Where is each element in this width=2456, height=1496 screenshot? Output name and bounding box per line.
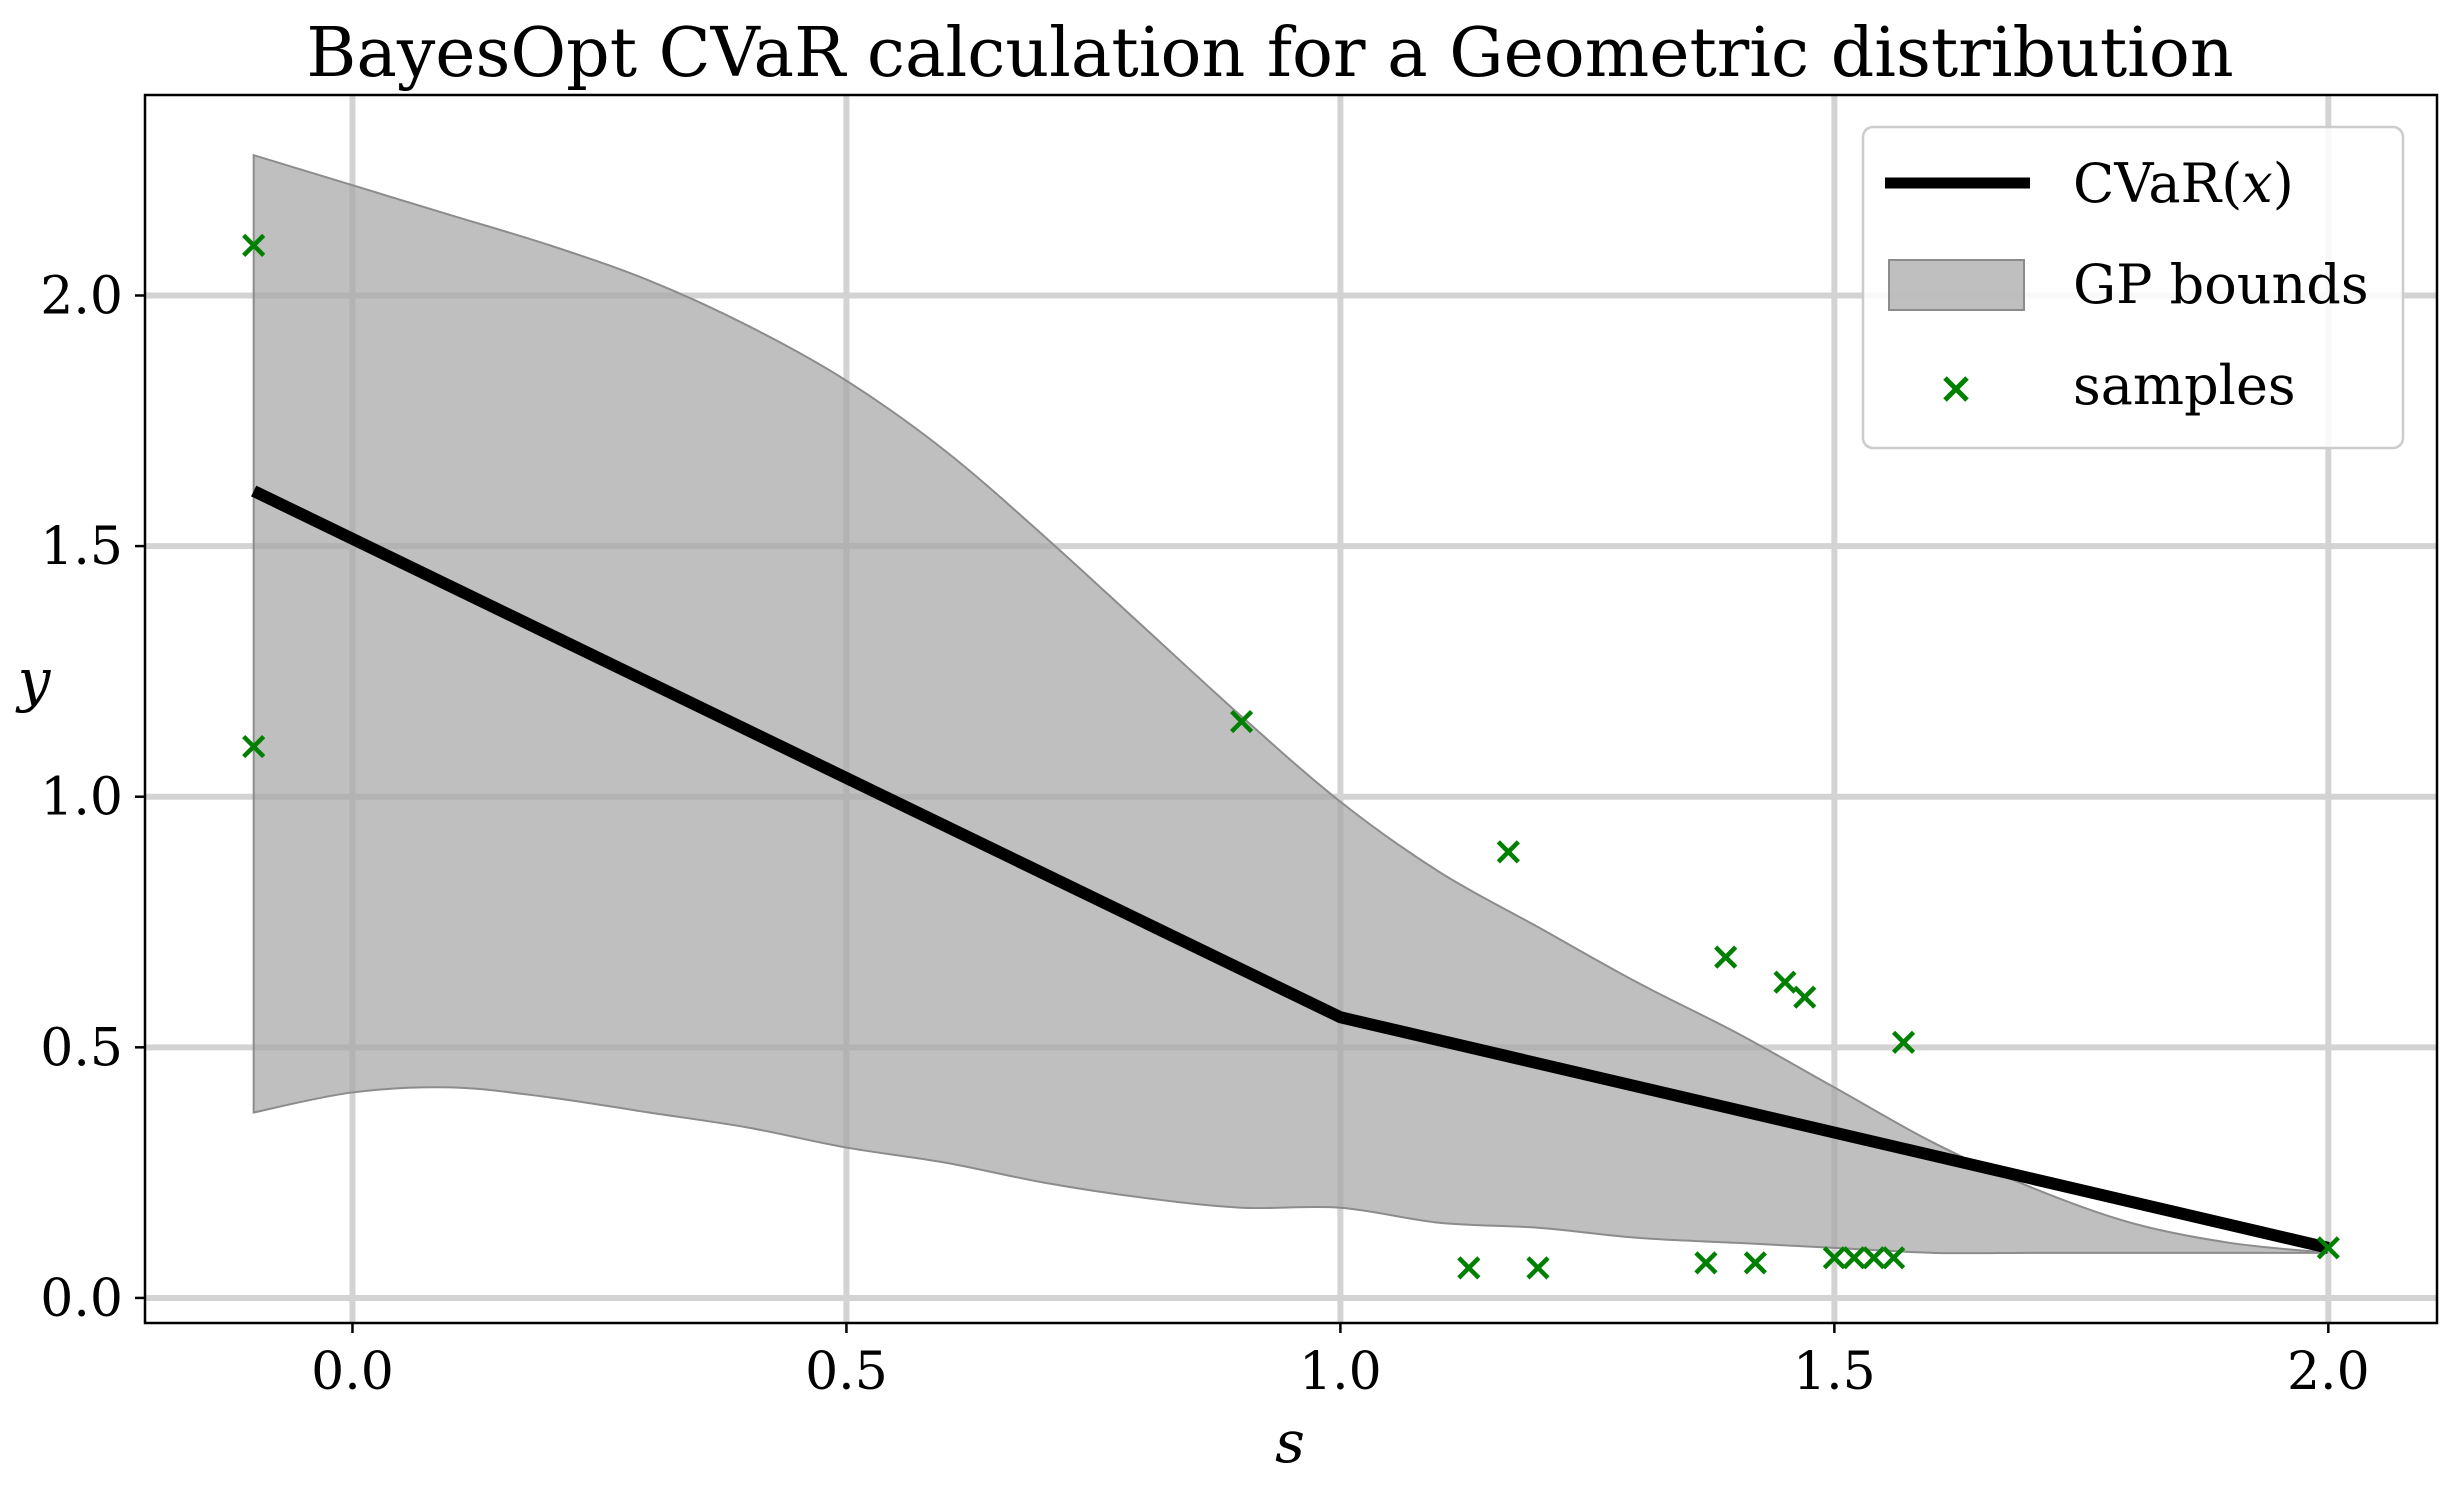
sample-point <box>1793 985 1817 1009</box>
sample-point <box>1891 1030 1916 1054</box>
legend: CVaR(x) GP bounds samples <box>1861 125 2405 450</box>
y-axis-label: y <box>15 646 52 714</box>
gp-bounds-band <box>252 153 2329 1255</box>
y-tick-label: 1.5 <box>40 517 123 577</box>
cvar-line-path <box>251 485 2330 1254</box>
sample-point <box>1457 1256 1481 1280</box>
sample-point <box>1773 970 1797 994</box>
x-tick-label: 1.5 <box>1793 1342 1876 1402</box>
y-axis-ticks: 0.0 0.5 1.0 1.5 2.0 <box>40 266 145 1329</box>
chart-title: BayesOpt CVaR calculation for a Geometri… <box>306 14 2233 93</box>
y-tick-label: 1.0 <box>40 768 123 828</box>
y-tick-label: 0.0 <box>40 1269 123 1329</box>
x-axis-ticks: 0.0 0.5 1.0 1.5 2.0 <box>311 1323 2370 1402</box>
y-tick-label: 0.5 <box>40 1018 123 1078</box>
x-tick-label: 1.0 <box>1299 1342 1382 1402</box>
sample-point <box>1743 1251 1767 1275</box>
sample-point <box>1862 1246 1886 1270</box>
x-axis-label: s <box>1275 1408 1305 1476</box>
cvar-line <box>251 485 2330 1254</box>
legend-box <box>1861 125 2405 450</box>
sample-point <box>242 233 266 257</box>
sample-point <box>242 735 266 759</box>
legend-band-swatch <box>1888 259 2025 311</box>
sample-point <box>2316 1236 2340 1260</box>
x-tick-label: 0.0 <box>311 1342 394 1402</box>
sample-point <box>1882 1246 1906 1270</box>
plot-frame <box>143 93 2439 1325</box>
sample-point <box>1842 1246 1866 1270</box>
samples-markers <box>242 233 2340 1280</box>
sample-point <box>1822 1246 1846 1270</box>
gp-bounds-area <box>252 153 2329 1255</box>
y-tick-label: 2.0 <box>40 266 123 326</box>
legend-samples-swatch <box>1943 376 1969 402</box>
legend-label-gp-bounds: GP bounds <box>2073 253 2369 316</box>
x-tick-label: 0.5 <box>805 1342 888 1402</box>
sample-point <box>1496 840 1520 864</box>
sample-point <box>1526 1256 1550 1280</box>
sample-point <box>1714 945 1738 969</box>
x-tick-label: 2.0 <box>2287 1342 2370 1402</box>
sample-point <box>1230 709 1254 734</box>
legend-label-samples: samples <box>2073 354 2296 417</box>
legend-label-cvar: CVaR(x) <box>2073 152 2294 215</box>
sample-point <box>1694 1251 1718 1275</box>
